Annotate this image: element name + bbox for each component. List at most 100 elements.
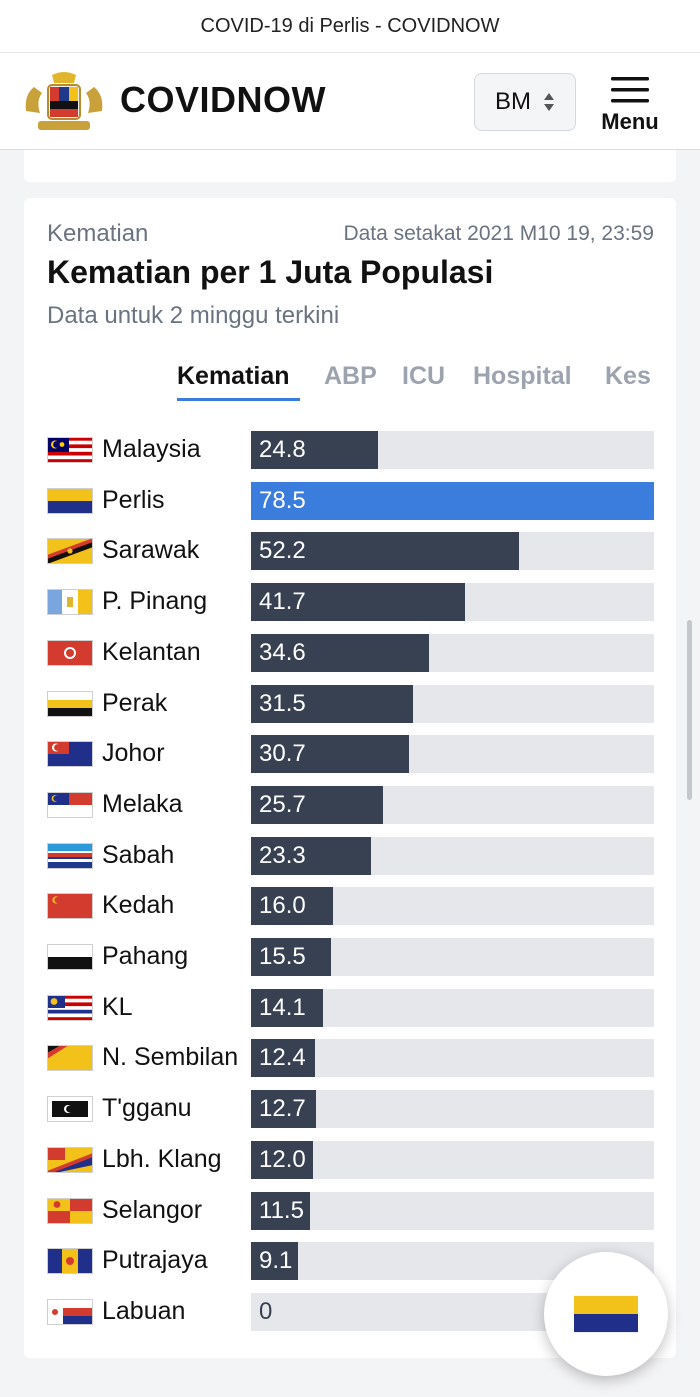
coat-of-arms-logo-icon[interactable] [22, 71, 106, 135]
bar-value-label: 14.1 [259, 993, 306, 1021]
state-name: Melaka [102, 789, 183, 818]
state-name: KL [102, 992, 133, 1021]
site-header: COVIDNOW BM Menu [0, 52, 700, 150]
card-label: Kematian [47, 220, 149, 247]
state-name: Sarawak [102, 536, 200, 565]
chart-row[interactable]: Pahang 15.5 [24, 937, 676, 977]
bar [251, 938, 331, 976]
bar-track: 12.4 [251, 1039, 654, 1078]
bar-track: 15.5 [251, 938, 654, 976]
state-name: N. Sembilan [102, 1043, 239, 1072]
chart-row[interactable]: P. Pinang 41.7 [24, 582, 676, 622]
state-name: Kedah [102, 891, 175, 920]
bar [251, 684, 413, 723]
chart-row[interactable]: Sabah 23.3 [24, 836, 676, 876]
malaysia-flag-icon [47, 437, 93, 463]
bar-value-label: 11.5 [259, 1196, 304, 1224]
perak-flag-icon [47, 690, 93, 717]
perlis-flag-icon [574, 1295, 638, 1333]
state-name: Sabah [102, 840, 175, 869]
chart-row[interactable]: Lbh. Klang 12.0 [24, 1140, 676, 1180]
state-flag-button[interactable] [544, 1252, 668, 1376]
state-name: P. Pinang [102, 587, 208, 616]
bar-value-label: 24.8 [259, 436, 306, 463]
chart-row[interactable]: Johor 30.7 [24, 734, 676, 774]
perlis-flag-icon [47, 487, 93, 514]
labuan-klang-flag-icon [47, 1146, 93, 1173]
bar [251, 887, 333, 926]
sabah-flag-icon [47, 842, 93, 869]
bar-value-label: 12.0 [259, 1145, 306, 1173]
bar-value-label: 30.7 [259, 740, 306, 768]
bar-value-label: 12.7 [259, 1095, 306, 1123]
bar-track: 14.1 [251, 988, 654, 1027]
state-name: Putrajaya [102, 1246, 208, 1275]
chart-row[interactable]: Sarawak 52.2 [24, 531, 676, 571]
bar-value-label: 52.2 [259, 537, 306, 565]
bar [251, 836, 371, 875]
bar-track: 25.7 [251, 785, 654, 824]
language-select[interactable]: BM [474, 73, 576, 131]
data-timestamp: Data setakat 2021 M10 19, 23:59 [343, 222, 654, 245]
chart-row[interactable]: Malaysia 24.8 [24, 430, 676, 470]
bar-track: 12.7 [251, 1090, 654, 1129]
state-name: Perak [102, 688, 168, 717]
card-title: Kematian per 1 Juta Populasi [47, 254, 494, 290]
chart-row[interactable]: Perlis 78.5 [24, 481, 676, 521]
page-scrollbar[interactable] [687, 620, 692, 800]
chart-row[interactable]: KL 14.1 [24, 988, 676, 1028]
browser-title-text: COVID-19 di Perlis - COVIDNOW [200, 14, 500, 37]
tab-abp[interactable]: ABP [324, 362, 377, 390]
state-name: Labuan [102, 1296, 186, 1325]
chart-row[interactable]: Melaka 25.7 [24, 785, 676, 825]
tab-kematian[interactable]: Kematian [177, 362, 290, 390]
bar [251, 633, 429, 672]
bar [251, 532, 519, 571]
chart-row[interactable]: Kelantan 34.6 [24, 633, 676, 673]
state-name: Malaysia [102, 435, 201, 463]
browser-tab-title: COVID-19 di Perlis - COVIDNOW [0, 0, 700, 52]
bar [251, 1242, 298, 1281]
tab-icu[interactable]: ICU [402, 362, 446, 390]
bar-value-label: 31.5 [259, 689, 306, 717]
negeri-sembilan-flag-icon [47, 1045, 93, 1072]
bar-value-label: 78.5 [259, 486, 306, 514]
chart-row[interactable]: Kedah 16.0 [24, 886, 676, 926]
melaka-flag-icon [47, 791, 93, 818]
site-brand[interactable]: COVIDNOW [120, 79, 326, 120]
chart-row[interactable]: Putrajaya 9.1 [24, 1241, 676, 1281]
language-value: BM [495, 88, 531, 115]
bar-track: 78.5 [251, 481, 654, 520]
tab-kes[interactable]: Kes [605, 362, 651, 390]
chart-row[interactable]: Selangor 11.5 [24, 1191, 676, 1231]
menu-label: Menu [601, 109, 659, 134]
tab-hospital[interactable]: Hospital [473, 362, 572, 390]
johor-flag-icon [47, 741, 93, 768]
bar-track: 34.6 [251, 633, 654, 672]
chart-row[interactable]: T'gganu 12.7 [24, 1089, 676, 1129]
menu-button[interactable]: Menu [592, 73, 668, 141]
bar-track: 23.3 [251, 836, 654, 875]
bar-value-label: 0 [259, 1297, 273, 1325]
state-name: Johor [102, 739, 165, 768]
penang-flag-icon [47, 589, 93, 616]
bar [251, 481, 654, 520]
bar-track: 31.5 [251, 684, 654, 723]
bar-value-label: 34.6 [259, 638, 306, 666]
bar-track: 11.5 [251, 1191, 654, 1230]
putrajaya-flag-icon [47, 1248, 93, 1275]
state-name: Lbh. Klang [102, 1144, 222, 1173]
bar [251, 988, 323, 1027]
deaths-card: Kematian Data setakat 2021 M10 19, 23:59… [24, 198, 676, 1358]
bar [251, 431, 378, 469]
bar-track: 52.2 [251, 532, 654, 571]
bar-value-label: 9.1 [259, 1247, 293, 1275]
chart-row[interactable]: Perak 31.5 [24, 684, 676, 724]
active-tab-indicator [177, 398, 300, 401]
bar-value-label: 25.7 [259, 790, 306, 818]
bar-value-label: 15.5 [259, 943, 306, 970]
previous-card-edge [24, 150, 676, 182]
bar [251, 1090, 316, 1129]
chart-row[interactable]: N. Sembilan 12.4 [24, 1038, 676, 1078]
bar-track: 30.7 [251, 735, 654, 774]
